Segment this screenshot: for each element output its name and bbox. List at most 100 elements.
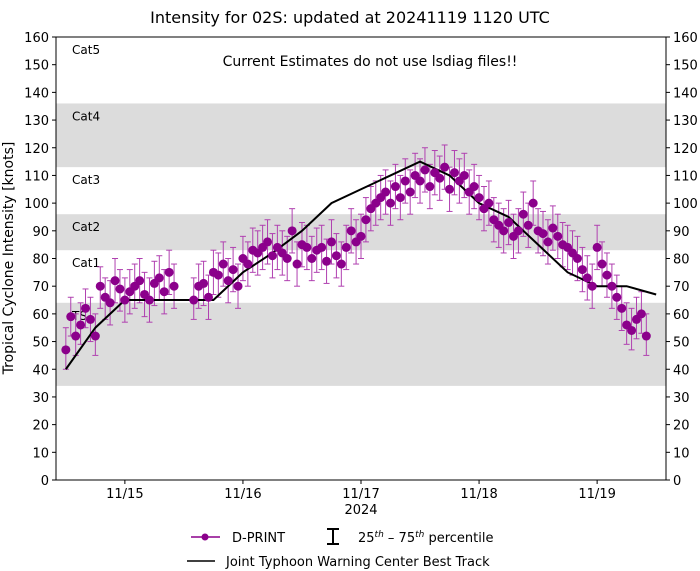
plot-frame (55, 36, 667, 481)
y-tick-label-left: 40 (32, 363, 49, 378)
dprint-point (518, 209, 528, 219)
dprint-point (582, 273, 592, 283)
y-tick-label-right: 0 (673, 474, 681, 489)
dprint-point (641, 331, 651, 341)
dprint-point (592, 242, 602, 252)
dprint-point (164, 267, 174, 277)
dprint-point (469, 182, 479, 192)
x-tick-label: 11/19 (578, 487, 615, 502)
dprint-point (326, 237, 336, 247)
dprint-point (538, 229, 548, 239)
y-tick-label-right: 30 (673, 391, 690, 406)
dprint-point (553, 231, 563, 241)
dprint-point (420, 165, 430, 175)
y-tick-label-left: 30 (32, 391, 49, 406)
category-label-cat3: Cat3 (72, 173, 100, 187)
x-tick-label: 11/18 (460, 487, 497, 502)
category-label-ts: TS (71, 309, 87, 323)
y-tick-label-left: 60 (32, 308, 49, 323)
y-tick-label-left: 140 (24, 86, 49, 101)
y-tick-label-right: 20 (673, 419, 690, 434)
dprint-point (356, 231, 366, 241)
dprint-point (287, 226, 297, 236)
dprint-point (218, 259, 228, 269)
dprint-point (636, 309, 646, 319)
dprint-point (484, 198, 494, 208)
category-band-ts (56, 302, 666, 386)
dprint-point (336, 259, 346, 269)
dprint-point (307, 254, 317, 263)
dprint-point (302, 242, 312, 252)
dprint-point (381, 187, 391, 197)
dprint-point (322, 256, 332, 266)
y-tick-label-left: 0 (41, 474, 49, 489)
dprint-point (110, 276, 120, 286)
dprint-point (317, 242, 327, 252)
dprint-point (386, 198, 396, 208)
legend: D-PRINT 25th – 75th percentile Joint Typ… (187, 528, 493, 570)
y-tick-label-right: 60 (673, 308, 690, 323)
y-tick-label-right: 110 (673, 169, 698, 184)
dprint-point (90, 331, 100, 341)
dprint-point (159, 287, 169, 297)
dprint-point (81, 303, 91, 313)
y-tick-label-left: 130 (24, 114, 49, 129)
dprint-point (395, 193, 405, 203)
chart-annotation: Current Estimates do not use lsdiag file… (223, 54, 518, 70)
dprint-point (228, 265, 238, 275)
dprint-point (543, 237, 553, 247)
y-tick-label-right: 140 (673, 86, 698, 101)
y-tick-label-left: 50 (32, 336, 49, 351)
dprint-point (572, 254, 582, 263)
dprint-point (233, 281, 243, 291)
dprint-point (445, 184, 455, 194)
y-tick-label-right: 90 (673, 225, 690, 240)
y-tick-label-left: 70 (32, 280, 49, 295)
x-tick-label: 11/17 (342, 487, 379, 502)
dprint-point (169, 281, 179, 291)
legend-dprint-marker (201, 533, 209, 541)
y-tick-label-right: 80 (673, 253, 690, 268)
dprint-point (204, 292, 213, 302)
y-tick-label-right: 10 (673, 446, 690, 461)
category-label-cat4: Cat4 (72, 109, 100, 123)
dprint-point (144, 295, 154, 305)
dprint-point (504, 218, 514, 228)
dprint-point (587, 281, 597, 291)
legend-best-track-label: Joint Typhoon Warning Center Best Track (225, 555, 490, 570)
y-tick-label-left: 120 (24, 142, 49, 157)
best-track-line (65, 160, 657, 370)
category-band-cat4 (56, 103, 666, 168)
y-tick-label-left: 10 (32, 446, 49, 461)
dprint-point (135, 276, 145, 286)
dprint-point (346, 226, 356, 236)
y-tick-label-right: 150 (673, 59, 698, 74)
dprint-point (425, 182, 435, 192)
dprint-point (602, 270, 612, 280)
y-tick-label-left: 20 (32, 419, 49, 434)
legend-percentile-label: 25th – 75th percentile (358, 530, 493, 546)
dprint-point (548, 223, 558, 233)
dprint-point (66, 312, 76, 322)
dprint-point (400, 176, 410, 186)
dprint-point (390, 182, 400, 192)
category-label-cat2: Cat2 (72, 220, 100, 234)
dprint-point (513, 226, 523, 236)
dprint-point (405, 187, 415, 197)
dprint-point (459, 170, 469, 180)
y-tick-label-right: 40 (673, 363, 690, 378)
dprint-point (597, 259, 607, 269)
y-tick-label-right: 120 (673, 142, 698, 157)
y-tick-label-left: 160 (24, 31, 49, 46)
dprint-point (435, 173, 445, 183)
y-tick-label-left: 100 (24, 197, 49, 212)
y-tick-label-left: 80 (32, 253, 49, 268)
dprint-point (243, 259, 253, 269)
chart-title: Intensity for 02S: updated at 20241119 1… (150, 8, 550, 27)
dprint-point (440, 162, 450, 172)
y-tick-label-right: 50 (673, 336, 690, 351)
dprint-point (85, 314, 95, 324)
y-axis-label: Tropical Cyclone Intensity [knots] (1, 142, 17, 376)
dprint-point (499, 226, 509, 236)
category-label-cat5: Cat5 (72, 43, 100, 57)
